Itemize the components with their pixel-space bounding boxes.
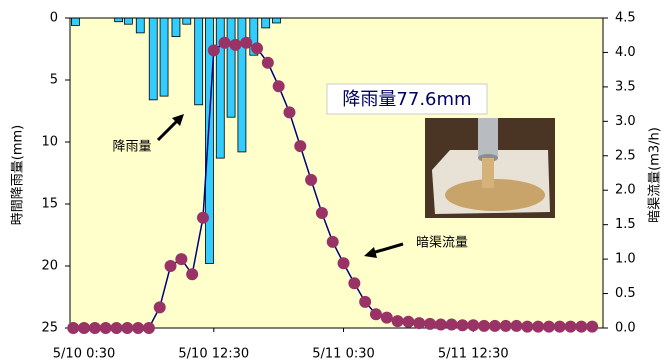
marker: [575, 321, 587, 333]
marker: [532, 321, 544, 333]
y-tick-label: 0: [50, 11, 58, 26]
marker: [197, 212, 209, 224]
y-tick-label: 15: [41, 197, 58, 212]
marker: [154, 301, 166, 313]
bar: [136, 18, 144, 33]
marker: [283, 106, 295, 118]
marker: [348, 277, 360, 289]
bar: [227, 18, 235, 117]
bar: [272, 18, 280, 23]
marker: [500, 320, 512, 332]
series-label: 暗渠流量: [416, 236, 468, 251]
marker: [121, 322, 133, 334]
marker: [273, 80, 285, 92]
marker: [229, 39, 241, 51]
marker: [186, 268, 198, 280]
marker: [511, 320, 523, 332]
marker: [424, 318, 436, 330]
y2-tick-label: 4.0: [615, 45, 636, 60]
marker: [456, 319, 468, 331]
marker: [262, 57, 274, 69]
marker: [478, 320, 490, 332]
marker: [521, 321, 533, 333]
bar: [71, 18, 79, 25]
marker: [165, 260, 177, 272]
y-tick-label: 5: [50, 73, 58, 88]
marker: [467, 319, 479, 331]
marker: [435, 319, 447, 331]
marker: [219, 37, 231, 49]
marker: [489, 320, 501, 332]
marker: [413, 317, 425, 329]
y2-tick-label: 1.0: [615, 252, 636, 267]
marker: [565, 321, 577, 333]
marker: [402, 316, 414, 328]
marker: [89, 322, 101, 334]
bar: [124, 18, 132, 24]
marker: [67, 322, 79, 334]
marker: [100, 322, 112, 334]
marker: [392, 315, 404, 327]
marker: [338, 257, 350, 269]
marker: [78, 322, 90, 334]
marker: [294, 140, 306, 152]
y-axis-title: 時間降雨量(mm): [11, 125, 26, 225]
photo: [425, 118, 555, 218]
marker: [240, 37, 252, 49]
marker: [327, 236, 339, 248]
x-tick-label: 5/10 0:30: [53, 347, 116, 362]
x-tick-label: 5/11 0:30: [312, 347, 375, 362]
y2-tick-label: 0.0: [615, 321, 636, 336]
bar: [195, 18, 203, 105]
marker: [370, 308, 382, 320]
y2-tick-label: 2.5: [615, 148, 636, 163]
y-tick-label: 20: [41, 259, 58, 274]
marker: [251, 42, 263, 54]
marker: [132, 322, 144, 334]
y2-tick-label: 3.0: [615, 114, 636, 129]
bar: [115, 18, 123, 22]
bar: [262, 18, 270, 28]
annotation: 降雨量77.6mm: [327, 84, 487, 114]
y2-tick-label: 0.5: [615, 286, 636, 301]
marker: [381, 312, 393, 324]
bar: [149, 18, 157, 100]
y2-tick-label: 4.5: [615, 11, 636, 26]
y-tick-label: 25: [41, 321, 58, 336]
x-tick-label: 5/11 12:30: [438, 347, 509, 362]
marker: [554, 321, 566, 333]
marker: [446, 319, 458, 331]
marker: [175, 253, 187, 265]
marker: [543, 321, 555, 333]
bar: [172, 18, 180, 37]
bar: [160, 18, 168, 96]
marker: [305, 174, 317, 186]
chart: 時間降雨量(mm) 暗渠流量(m3/h) 降雨量77.6mm 降雨量 暗渠流量 …: [0, 0, 668, 363]
bar: [183, 18, 191, 24]
y2-tick-label: 1.5: [615, 217, 636, 232]
marker: [208, 44, 220, 56]
marker: [586, 321, 598, 333]
marker: [316, 207, 328, 219]
y2-axis-title: 暗渠流量(m3/h): [648, 127, 663, 223]
marker: [110, 322, 122, 334]
marker: [143, 322, 155, 334]
annotation-text: 降雨量77.6mm: [342, 89, 471, 110]
y2-tick-label: 3.5: [615, 79, 636, 94]
series-label: 降雨量: [112, 140, 151, 155]
y2-tick-label: 2.0: [615, 183, 636, 198]
x-tick-label: 5/10 12:30: [178, 347, 249, 362]
y-tick-label: 10: [41, 135, 58, 150]
marker: [359, 296, 371, 308]
